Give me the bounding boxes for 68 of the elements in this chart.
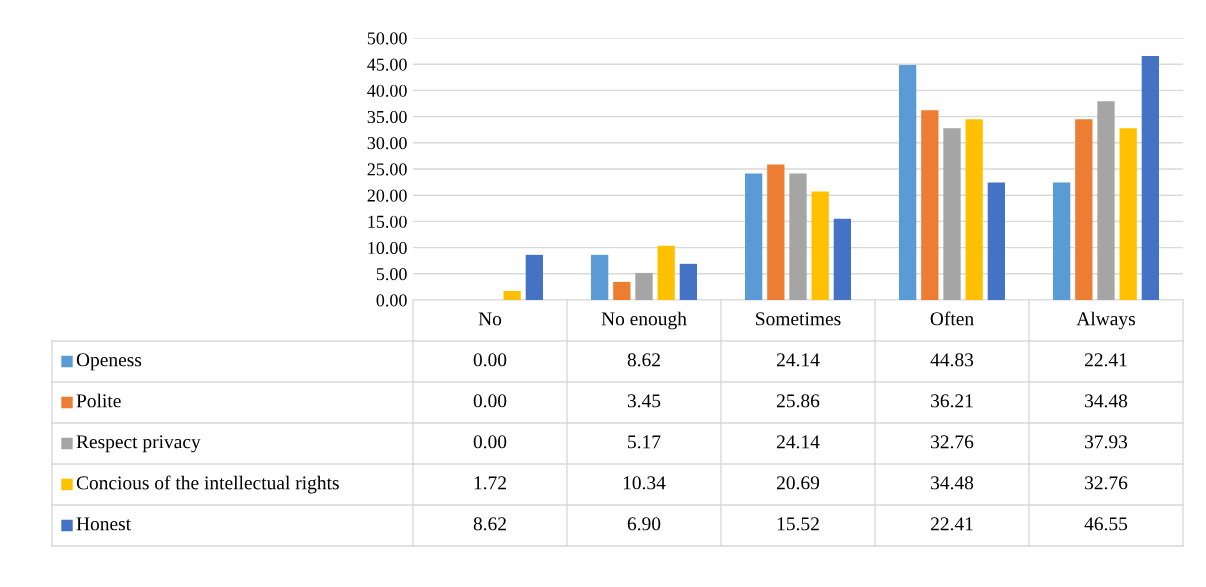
y-tick-label: 5.00 <box>376 268 407 281</box>
x-tick-label: No <box>478 312 502 326</box>
bar <box>965 119 983 300</box>
bar <box>745 173 763 300</box>
x-tick-label: Always <box>1076 311 1135 330</box>
data-label: 37.93 <box>1085 435 1128 449</box>
y-tick-label: 10.00 <box>368 241 407 255</box>
bar <box>657 245 675 300</box>
x-tick-label: Sometimes <box>756 312 841 326</box>
legend-label: Respect privacy <box>76 435 201 453</box>
legend-label: Honest <box>76 517 131 531</box>
bar <box>1053 182 1071 300</box>
bar <box>1075 119 1093 300</box>
x-tick-label: No enough <box>601 311 687 330</box>
data-label: 20.69 <box>776 476 820 490</box>
legend-label: Openess <box>76 353 142 371</box>
data-label: 5.17 <box>628 435 661 449</box>
y-tick-label: 15.00 <box>368 215 407 228</box>
y-tick-label: 40.00 <box>367 84 407 97</box>
data-label: 34.48 <box>931 476 974 490</box>
y-tick-label: 0.00 <box>376 294 407 307</box>
data-label: 0.00 <box>473 394 507 408</box>
data-label: 0.00 <box>473 353 507 367</box>
y-tick-label: 25.00 <box>367 163 407 176</box>
x-tick-label: Often <box>930 311 974 326</box>
data-label: 24.14 <box>776 353 820 367</box>
data-label: 1.72 <box>474 476 506 490</box>
bar <box>635 272 653 300</box>
data-label: 22.41 <box>930 517 973 531</box>
bar <box>789 173 807 300</box>
data-label: 3.45 <box>627 394 661 408</box>
y-tick-label: 20.00 <box>367 189 407 202</box>
bar <box>921 110 939 300</box>
bar <box>1141 56 1159 300</box>
data-label: 10.34 <box>623 476 666 490</box>
bar <box>943 128 961 300</box>
data-label: 6.90 <box>627 517 661 531</box>
data-label: 34.48 <box>1085 394 1128 408</box>
bar <box>1097 101 1115 300</box>
y-tick-label: 50.00 <box>367 32 407 45</box>
data-label: 44.83 <box>930 353 974 367</box>
data-label: 46.55 <box>1084 517 1128 531</box>
bar <box>833 218 851 300</box>
data-label: 36.21 <box>931 394 973 408</box>
data-label: 32.76 <box>931 435 974 449</box>
data-label: 15.52 <box>777 517 819 531</box>
y-tick-label: 35.00 <box>367 110 407 124</box>
data-label: 8.62 <box>473 517 506 531</box>
bar <box>591 254 609 300</box>
bar <box>1119 128 1137 300</box>
bar <box>679 263 697 300</box>
y-tick-label: 30.00 <box>367 137 407 150</box>
bar <box>899 65 917 300</box>
data-label: 22.41 <box>1084 353 1127 367</box>
data-label: 32.76 <box>1085 476 1128 490</box>
bar <box>613 281 631 300</box>
y-tick-label: 45.00 <box>367 58 407 71</box>
data-label: 24.14 <box>776 435 820 449</box>
data-label: 25.86 <box>776 394 820 408</box>
data-label: 8.62 <box>627 353 660 367</box>
legend-label: Polite <box>76 393 121 408</box>
bar <box>987 182 1005 300</box>
bar <box>767 164 785 300</box>
bar <box>525 254 543 300</box>
legend-label: Concious of the intellectual rights <box>76 475 339 494</box>
data-label: 0.00 <box>473 435 507 449</box>
bar <box>811 191 829 300</box>
bar <box>503 290 521 300</box>
